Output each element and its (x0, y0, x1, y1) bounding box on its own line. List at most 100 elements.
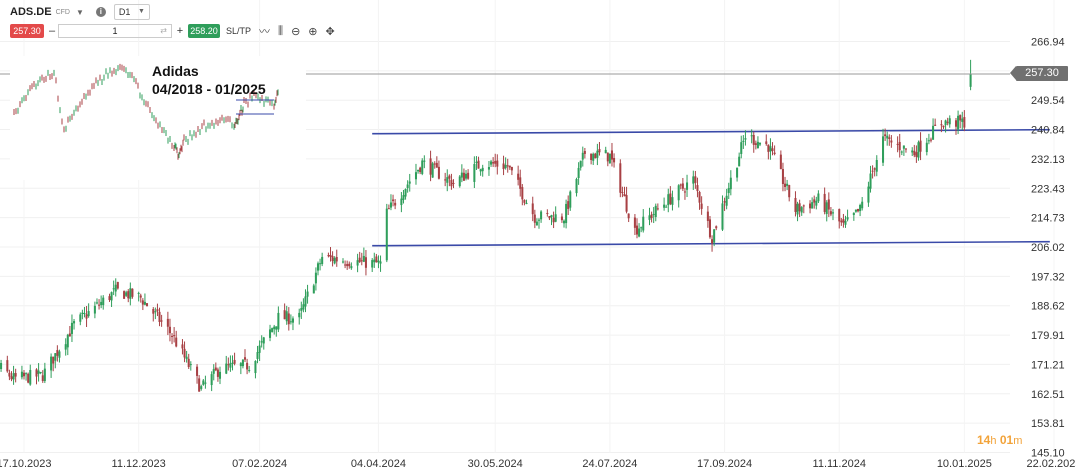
candle-body (273, 326, 276, 330)
sltp-button[interactable]: SL/TP (226, 26, 252, 36)
candle (598, 141, 601, 156)
candle (341, 258, 345, 264)
candle (394, 199, 397, 210)
candle-body (85, 314, 88, 319)
candle (73, 318, 76, 330)
candle (736, 167, 739, 182)
sell-button[interactable]: 257.30 (10, 24, 44, 38)
candle-body (260, 341, 263, 343)
candle (417, 169, 420, 174)
candle (241, 359, 244, 369)
candle (671, 190, 674, 211)
candle-body (567, 201, 570, 209)
quantity-input[interactable]: 1 ⇄ (58, 24, 172, 38)
candle (537, 218, 541, 229)
candle (243, 349, 247, 363)
candle (429, 150, 432, 182)
candle (831, 209, 835, 221)
candle (475, 156, 478, 170)
zoom-out-icon[interactable]: ⊖ (291, 25, 301, 38)
candle-body (402, 195, 405, 200)
candle-body (579, 160, 582, 168)
candle-body (725, 195, 728, 206)
candle-body (940, 124, 943, 126)
candle (665, 204, 668, 208)
chevron-down-icon[interactable]: ▼ (75, 7, 84, 17)
line-chart-icon[interactable]: 〰 (259, 26, 271, 38)
candle-body (861, 201, 864, 209)
candle-body (108, 296, 111, 300)
candle (490, 159, 493, 167)
candles-icon[interactable]: ⫼ (278, 24, 284, 37)
candle (87, 303, 90, 318)
candle (187, 353, 190, 369)
candle (123, 290, 126, 299)
candle (740, 135, 743, 159)
candle (168, 318, 171, 342)
zoom-in-icon[interactable]: ⊕ (308, 25, 318, 38)
symbol-label[interactable]: ADS.DE (10, 6, 52, 18)
candle-body (258, 345, 261, 353)
candle (231, 355, 234, 371)
candle-body (269, 329, 272, 338)
candle (811, 197, 814, 209)
candle-body (838, 209, 841, 222)
candle (312, 283, 315, 294)
candle (758, 142, 762, 147)
candle (715, 225, 718, 231)
candle-body (817, 193, 820, 202)
candle (181, 339, 184, 355)
candle (346, 260, 349, 270)
y-tick-label: 171.21 (1031, 359, 1065, 371)
candle-body (196, 366, 199, 376)
candle (433, 161, 436, 169)
candle-body (492, 162, 495, 164)
candle-body (815, 200, 818, 206)
candle (771, 142, 774, 156)
candle (435, 156, 438, 168)
crosshair-icon[interactable]: ✥ (325, 25, 335, 38)
candle (360, 252, 363, 266)
info-icon[interactable]: i (95, 7, 106, 17)
candle (39, 371, 42, 375)
candle (948, 115, 951, 128)
candle-body (715, 226, 718, 229)
trendline[interactable] (372, 128, 1050, 135)
decrease-quantity-button[interactable]: – (48, 25, 56, 37)
buy-button[interactable]: 258.20 (188, 24, 220, 38)
candle (70, 314, 73, 342)
candle (569, 190, 572, 211)
trendline[interactable] (372, 240, 1050, 247)
candle-body (404, 189, 407, 197)
candle-body (581, 152, 584, 160)
candle-body (590, 153, 593, 161)
candle-body (946, 121, 949, 123)
candle-body (216, 369, 219, 377)
x-tick-label: 24.07.2024 (582, 458, 637, 470)
candle-body (779, 154, 782, 170)
candle-body (781, 168, 784, 185)
candle-body (784, 183, 787, 188)
candle-body (473, 164, 476, 182)
candle (64, 338, 67, 356)
candle-body (904, 148, 907, 150)
candle (625, 186, 628, 214)
timeframe-select[interactable]: D1 ▼ (113, 4, 150, 20)
candle-body (900, 151, 903, 153)
candle-body (362, 255, 365, 262)
candle-body (183, 348, 186, 358)
candle-body (460, 172, 463, 178)
candle (581, 146, 584, 167)
candle-body (116, 282, 119, 289)
candle-body (540, 211, 543, 220)
candle-body (331, 256, 334, 262)
candle-body (929, 139, 933, 141)
candle (110, 291, 113, 307)
increase-quantity-button[interactable]: + (176, 25, 184, 37)
candle (606, 152, 609, 167)
candle (8, 369, 11, 381)
candle (371, 258, 374, 273)
candle (698, 190, 701, 210)
candle (156, 303, 159, 317)
